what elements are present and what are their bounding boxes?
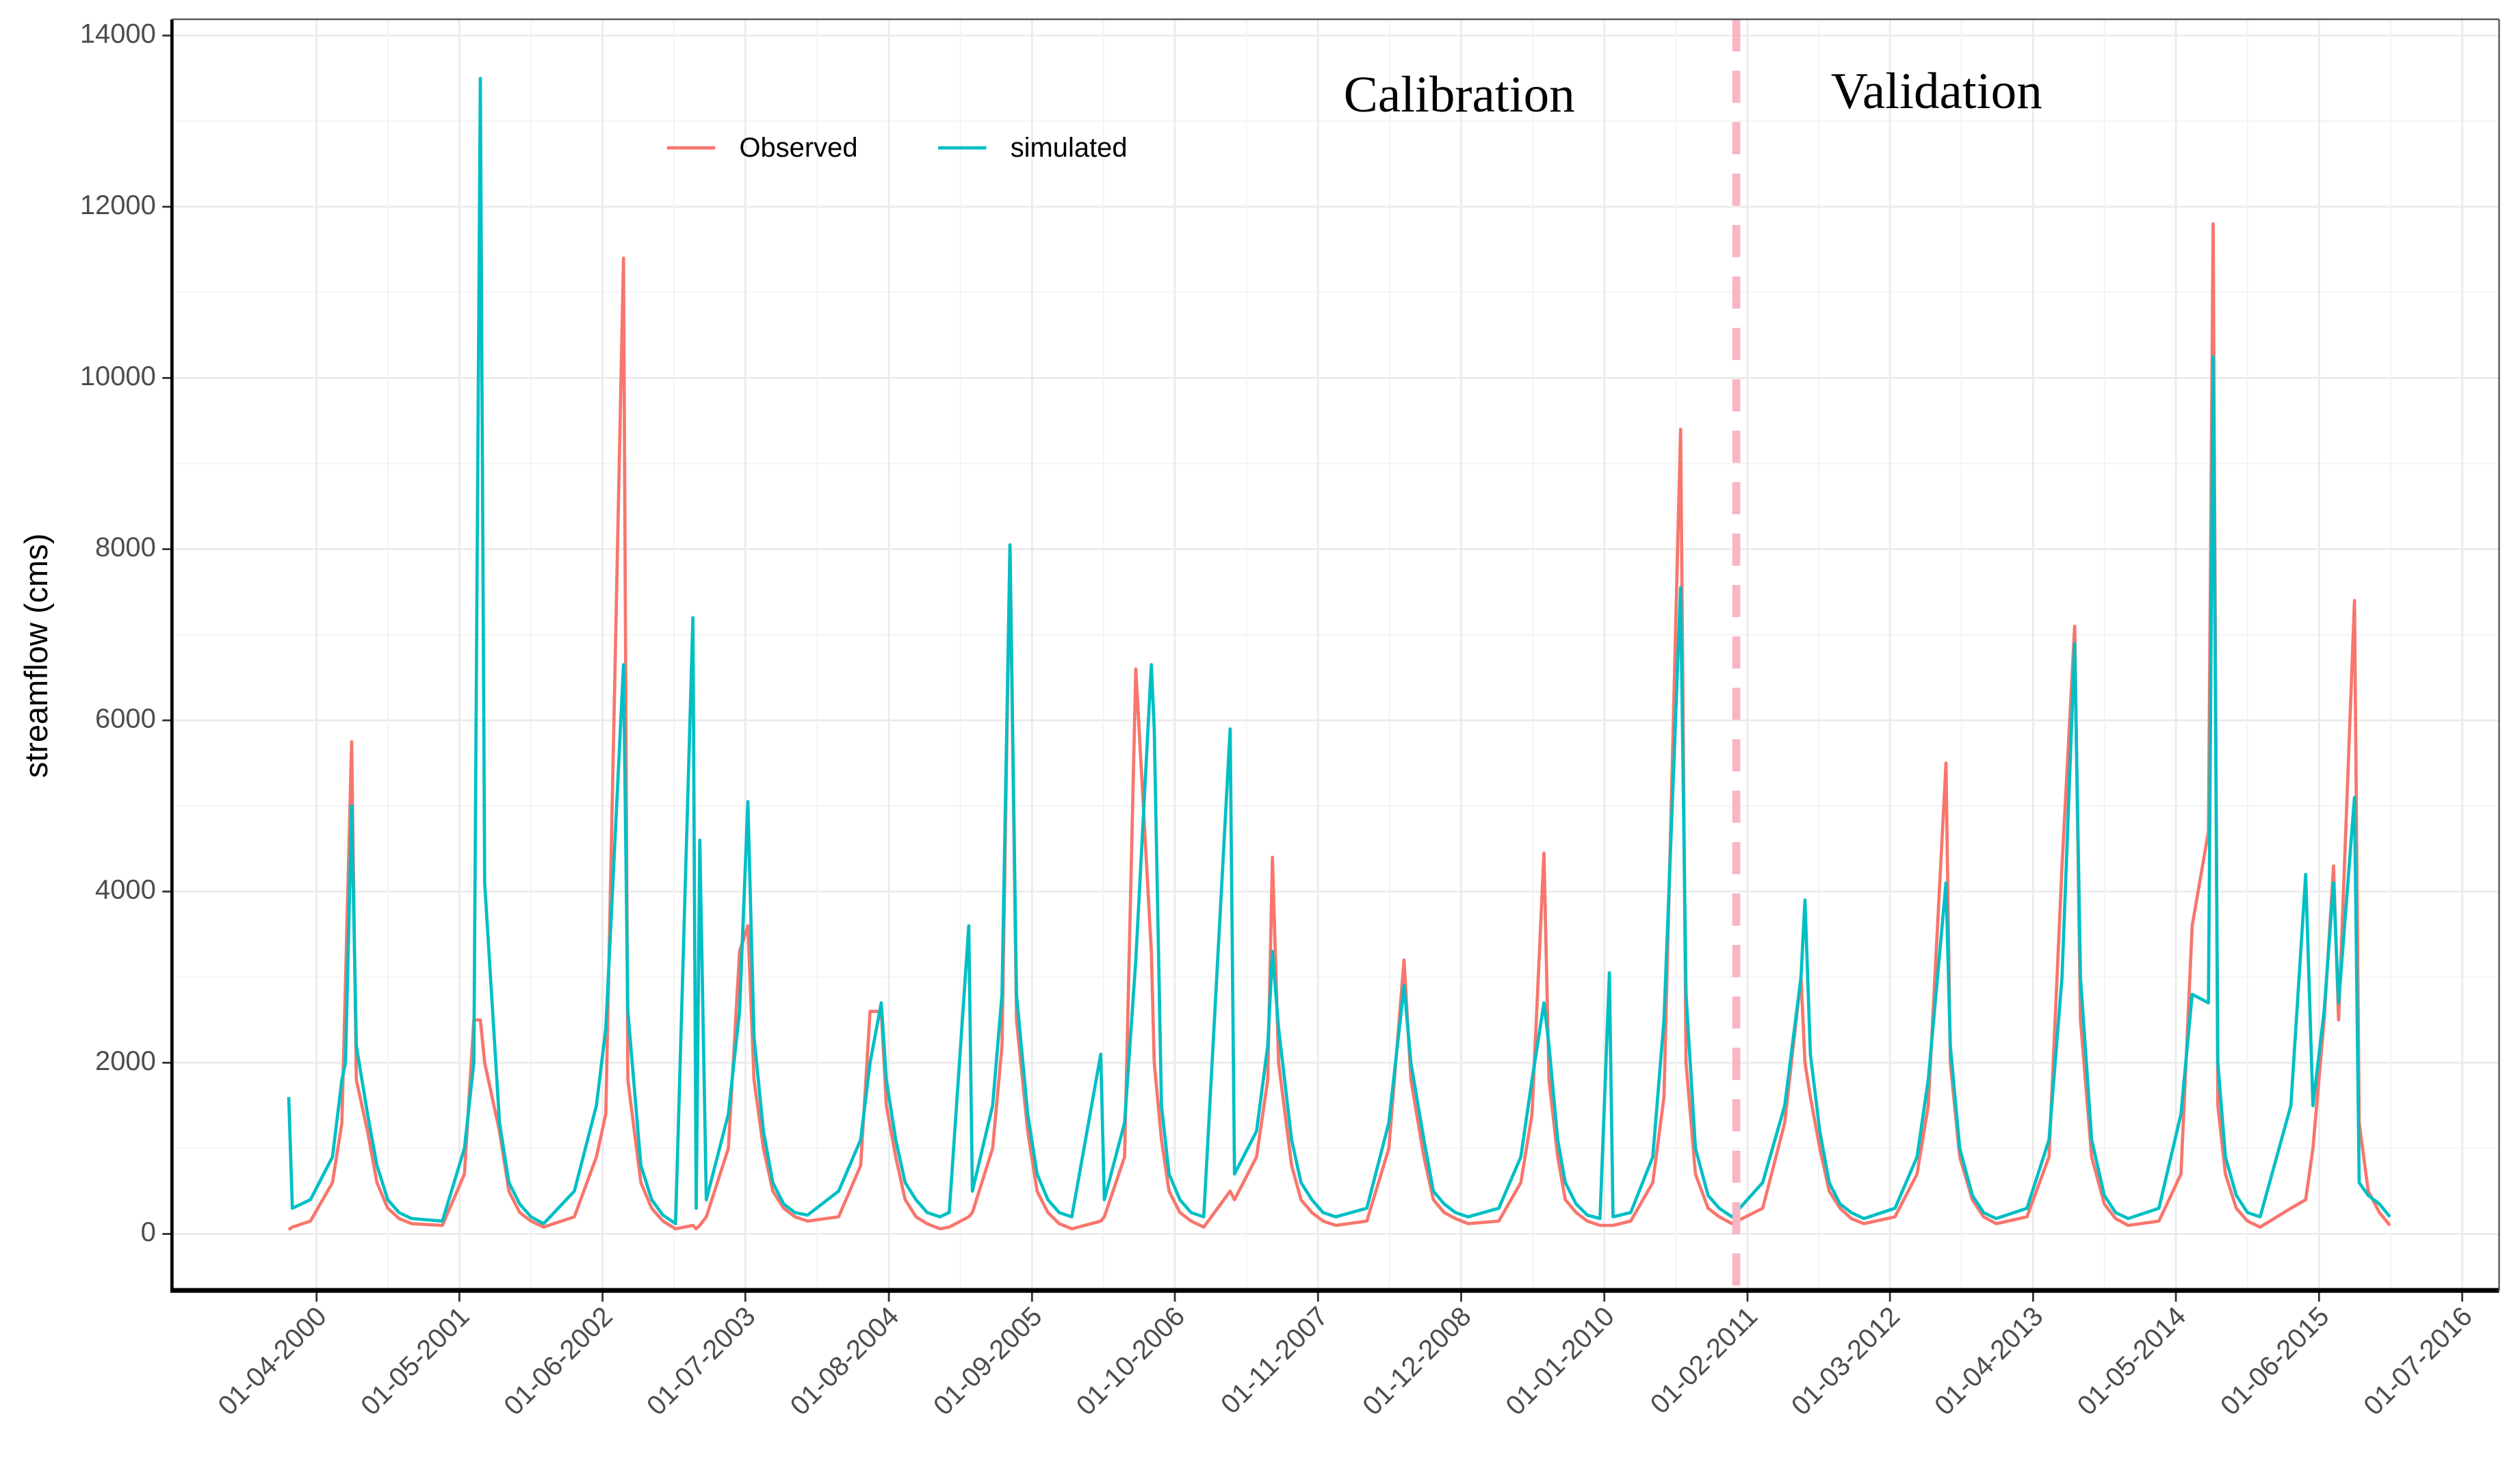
legend: Observed simulated <box>666 133 1128 163</box>
y-axis-title: streamflow (cms) <box>18 534 54 779</box>
y-tick-label: 10000 <box>80 361 156 391</box>
y-tick-label: 8000 <box>95 532 156 562</box>
y-tick-label: 6000 <box>95 703 156 733</box>
annotation: Validation <box>1831 63 2042 120</box>
series-line <box>287 77 2391 1225</box>
legend-label: simulated <box>1011 133 1128 163</box>
y-tick-label: 2000 <box>95 1046 156 1076</box>
y-tick-label: 14000 <box>80 19 156 49</box>
y-tick-label: 0 <box>141 1217 156 1247</box>
grid <box>172 19 2499 1291</box>
annotation: Calibration <box>1344 66 1575 123</box>
legend-label: Observed <box>739 133 857 163</box>
plot-lines <box>287 19 2391 1291</box>
y-tick-label: 12000 <box>80 190 156 220</box>
y-tick-label: 4000 <box>95 875 156 905</box>
